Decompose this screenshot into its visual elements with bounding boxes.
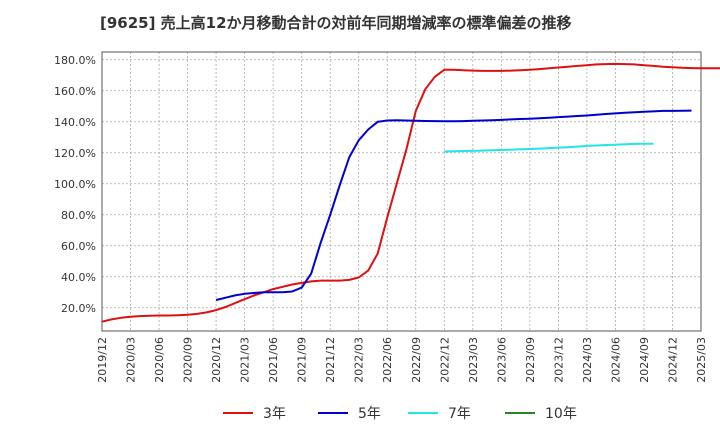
x-tick-label: 2023/09 <box>524 337 537 383</box>
legend-label: 7年 <box>448 406 471 422</box>
x-tick-label: 2021/03 <box>239 337 252 383</box>
x-tick-label: 2020/06 <box>153 337 166 383</box>
chart-title: [9625] 売上高12か月移動合計の対前年同期増減率の標準偏差の推移 <box>100 14 572 32</box>
x-tick-label: 2024/06 <box>609 337 622 383</box>
plot-border <box>101 51 702 332</box>
x-tick-label: 2024/09 <box>638 337 651 383</box>
x-tick-label: 2021/06 <box>267 337 280 383</box>
x-tick-label: 2022/06 <box>381 337 394 383</box>
legend-label: 10年 <box>545 406 577 422</box>
y-tick-label: 160.0% <box>54 85 96 98</box>
x-tick-label: 2025/03 <box>695 337 708 383</box>
x-tick-label: 2021/12 <box>324 337 337 383</box>
x-tick-label: 2022/03 <box>353 337 366 383</box>
y-tick-label: 120.0% <box>54 147 96 160</box>
x-tick-label: 2024/12 <box>666 337 679 383</box>
x-tick-label: 2020/03 <box>125 337 138 383</box>
x-tick-label: 2023/12 <box>552 337 565 383</box>
y-tick-label: 20.0% <box>61 302 96 315</box>
series-line <box>101 62 720 323</box>
x-tick-label: 2020/09 <box>182 337 195 383</box>
y-tick-label: 180.0% <box>54 54 96 67</box>
x-tick-label: 2019/12 <box>96 337 109 383</box>
x-tick-label: 2021/09 <box>296 337 309 383</box>
y-tick-label: 100.0% <box>54 178 96 191</box>
plot-area <box>102 52 701 331</box>
x-tick-label: 2020/12 <box>210 337 223 383</box>
y-tick-label: 140.0% <box>54 116 96 129</box>
series-line <box>444 142 654 153</box>
y-tick-label: 60.0% <box>61 240 96 253</box>
x-tick-label: 2024/03 <box>581 337 594 383</box>
y-tick-label: 40.0% <box>61 271 96 284</box>
legend-label: 3年 <box>263 406 286 422</box>
x-tick-label: 2022/09 <box>410 337 423 383</box>
series-line <box>215 109 692 301</box>
x-tick-label: 2023/06 <box>495 337 508 383</box>
x-tick-label: 2023/03 <box>467 337 480 383</box>
y-tick-label: 80.0% <box>61 209 96 222</box>
x-tick-label: 2022/12 <box>438 337 451 383</box>
legend-label: 5年 <box>358 406 381 422</box>
